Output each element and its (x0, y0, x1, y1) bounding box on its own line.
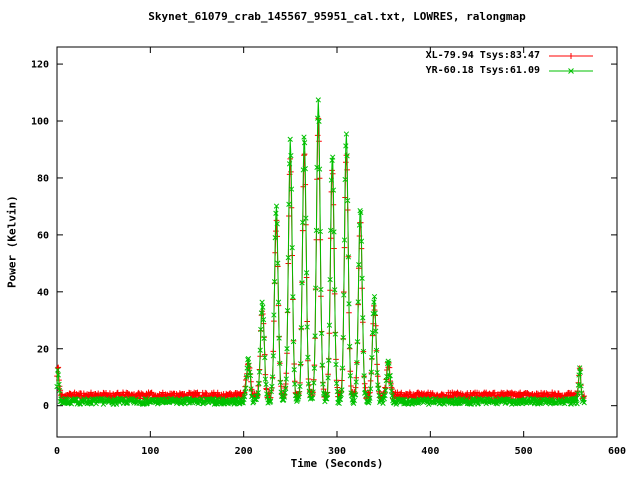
svg-text:80: 80 (37, 173, 49, 184)
legend-label-yr: YR-60.18 Tsys:61.09 (425, 65, 540, 76)
svg-text:600: 600 (608, 446, 626, 457)
legend-item-yr: YR-60.18 Tsys:61.09 (426, 64, 594, 77)
legend: XL-79.94 Tsys:83.47 YR-60.18 Tsys:61.09 (426, 49, 594, 77)
svg-text:400: 400 (421, 446, 439, 457)
svg-text:0: 0 (54, 446, 60, 457)
svg-text:200: 200 (235, 446, 253, 457)
svg-text:60: 60 (37, 230, 49, 241)
legend-label-xl: XL-79.94 Tsys:83.47 (425, 50, 540, 61)
svg-text:100: 100 (141, 446, 159, 457)
svg-text:300: 300 (328, 446, 346, 457)
svg-text:120: 120 (31, 60, 49, 71)
legend-item-xl: XL-79.94 Tsys:83.47 (426, 49, 594, 62)
svg-text:20: 20 (37, 344, 49, 355)
svg-text:500: 500 (515, 446, 533, 457)
chart-title: Skynet_61079_crab_145567_95951_cal.txt, … (148, 10, 526, 23)
legend-sample-xl (549, 52, 593, 59)
svg-text:40: 40 (37, 287, 49, 298)
y-axis-label: Power (Kelvin) (5, 195, 19, 289)
legend-sample-yr (549, 67, 593, 74)
svg-text:100: 100 (31, 117, 49, 128)
svg-text:0: 0 (43, 401, 49, 412)
x-axis-label: Time (Seconds) (290, 457, 384, 470)
